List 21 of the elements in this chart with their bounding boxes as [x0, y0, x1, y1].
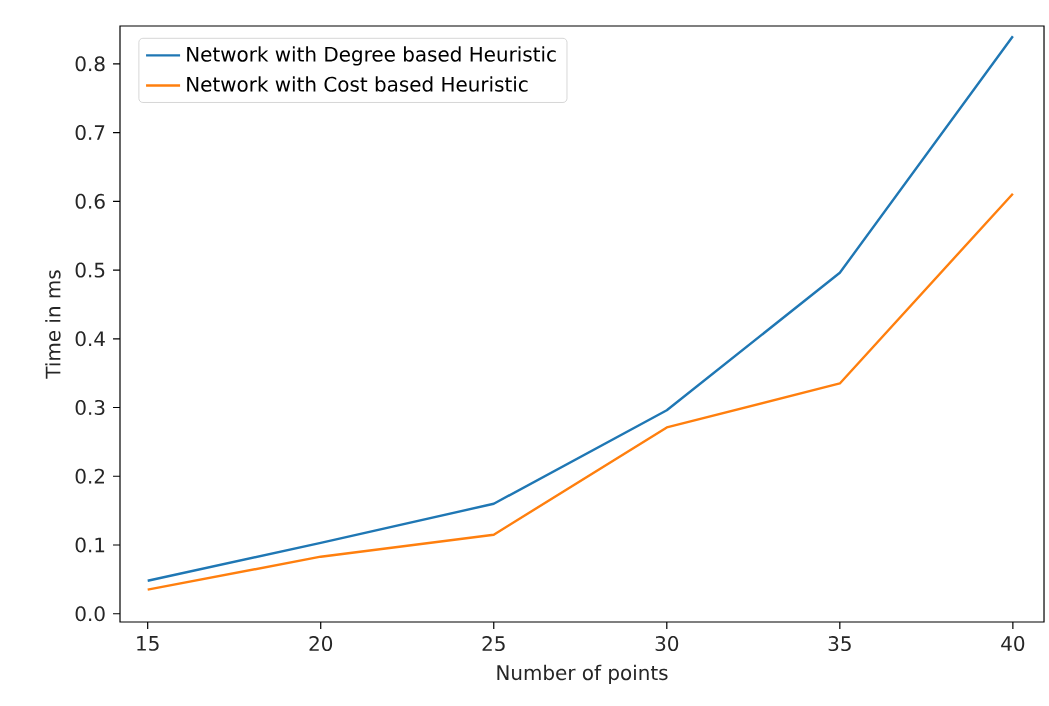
x-tick-label: 35 [828, 635, 851, 652]
y-tick-label: 0.6 [75, 193, 105, 209]
y-tick-label: 0.8 [75, 56, 105, 72]
x-tick-label: 30 [655, 635, 679, 652]
x-tick-label: 20 [309, 635, 333, 652]
y-tick-label: 0.4 [75, 331, 105, 347]
y-tick-label: 0.1 [75, 537, 105, 553]
line-series [146, 35, 1015, 582]
x-tick-label: 40 [1001, 635, 1025, 652]
x-axis-title: Number of points [497, 664, 668, 685]
line-series [146, 192, 1015, 591]
y-tick-label: 0.0 [75, 606, 105, 622]
x-tick-label: 15 [137, 636, 159, 651]
y-tick-label: 0.3 [75, 399, 105, 416]
y-axis-title: Time in ms [45, 270, 61, 379]
y-tick-label: 0.5 [75, 262, 105, 278]
y-tick-label: 0.7 [75, 124, 105, 141]
x-tick-label: 25 [482, 635, 505, 652]
legend-label: Network with Degree based Heuristic [187, 46, 556, 66]
legend-label: Network with Cost based Heuristic [187, 76, 528, 92]
y-tick-label: 0.2 [75, 468, 104, 484]
